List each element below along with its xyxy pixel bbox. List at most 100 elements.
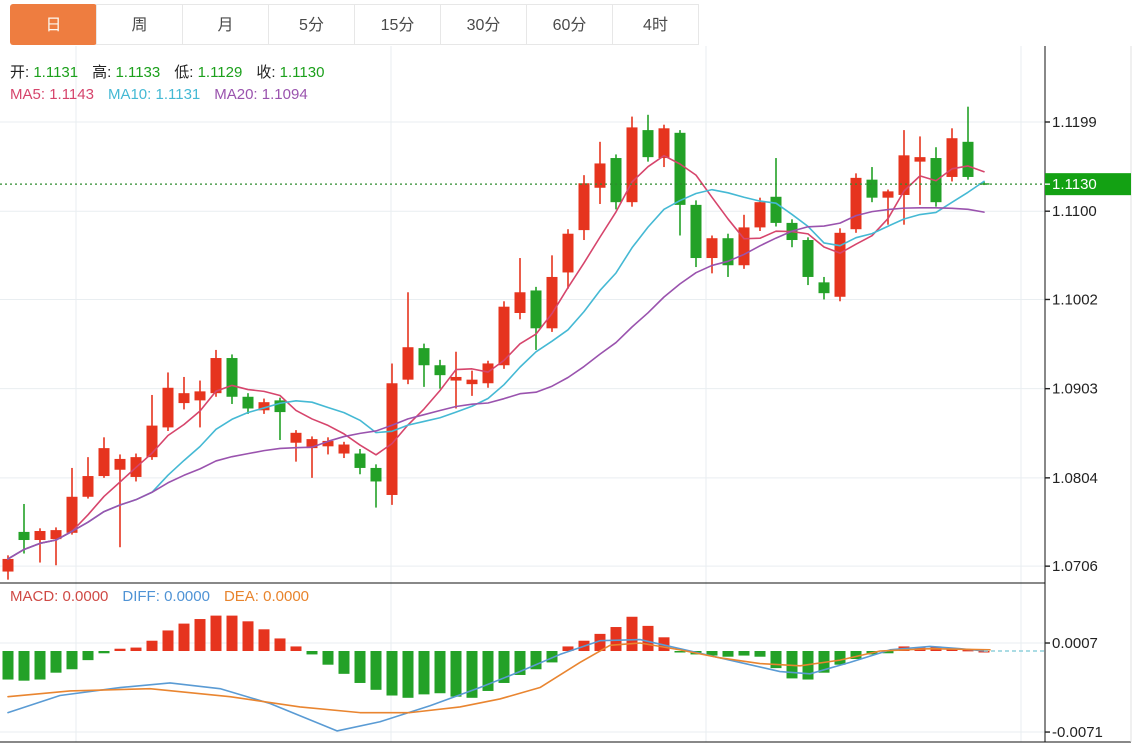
- macd-bar: [834, 651, 846, 665]
- legend-item: DIFF: 0.0000: [122, 588, 210, 605]
- candle-body: [546, 276, 558, 329]
- macd-bar: [50, 651, 62, 673]
- tab-period-6[interactable]: 60分: [526, 4, 613, 45]
- tab-period-3[interactable]: 5分: [268, 4, 355, 45]
- candle-body: [66, 496, 78, 533]
- candle-body: [450, 376, 462, 381]
- tab-period-0[interactable]: 日: [10, 4, 97, 45]
- legend-item: 收: 1.1130: [256, 64, 325, 81]
- legend-item: MACD: 0.0000: [10, 588, 109, 605]
- macd-bar: [738, 651, 750, 656]
- tab-period-5[interactable]: 30分: [440, 4, 527, 45]
- price-axis-label: 1.0706: [1052, 558, 1098, 575]
- macd-bar: [98, 651, 110, 654]
- legend-item: 低: 1.1129: [174, 64, 243, 81]
- candle-body: [834, 232, 846, 297]
- candle-body: [738, 227, 750, 266]
- candle-body: [386, 383, 398, 495]
- candle-body: [466, 379, 478, 385]
- tab-period-7[interactable]: 4时: [612, 4, 699, 45]
- candle-body: [754, 202, 766, 228]
- candle-body: [50, 530, 62, 540]
- candle-body: [274, 400, 286, 413]
- candle-body: [722, 238, 734, 266]
- macd-bar: [114, 648, 126, 651]
- legend-item: MA20: 1.1094: [214, 86, 308, 103]
- candle-body: [354, 453, 366, 468]
- macd-bar: [754, 651, 766, 657]
- macd-bar: [82, 651, 94, 661]
- candle-body: [802, 240, 814, 277]
- legend-item: MA10: 1.1131: [107, 86, 201, 103]
- legend-item: MA5: 1.1143: [10, 86, 94, 103]
- candle-body: [2, 558, 14, 572]
- macd-bar: [642, 625, 654, 651]
- tab-period-4[interactable]: 15分: [354, 4, 441, 45]
- macd-bar: [370, 651, 382, 690]
- price-axis-label: 1.1002: [1052, 291, 1098, 308]
- candle-body: [962, 141, 974, 177]
- macd-bar: [770, 651, 782, 669]
- macd-bar: [674, 651, 686, 653]
- candle-body: [690, 204, 702, 259]
- macd-bar: [546, 651, 558, 663]
- legend-item: 开: 1.1131: [10, 64, 79, 81]
- candle-body: [514, 292, 526, 313]
- candle-body: [562, 233, 574, 273]
- macd-bar: [498, 651, 510, 683]
- macd-bar: [386, 651, 398, 696]
- macd-bar: [338, 651, 350, 674]
- current-price-tag-label: 1.1130: [1052, 176, 1097, 193]
- candle-body: [482, 363, 494, 384]
- candle-body: [18, 531, 30, 541]
- macd-bar: [466, 651, 478, 698]
- candle-body: [322, 440, 334, 447]
- macd-bar: [882, 651, 894, 654]
- macd-axis-label: 0.0007: [1052, 635, 1098, 652]
- macd-bar: [34, 651, 46, 680]
- period-tabbar: 日周月 5分 15分 30分 60分 4时: [10, 4, 699, 45]
- candle-body: [610, 158, 622, 203]
- candle-body: [946, 138, 958, 177]
- macd-bar: [194, 619, 206, 651]
- ma10-line: [7, 180, 985, 560]
- macd-bar: [146, 640, 158, 651]
- candle-body: [210, 358, 222, 394]
- candle-body: [178, 393, 190, 404]
- macd-legend: MACD: 0.0000 DIFF: 0.0000 DEA: 0.0000: [10, 588, 323, 605]
- candle-body: [146, 425, 158, 458]
- ma5-line: [7, 154, 985, 560]
- candle-body: [498, 306, 510, 366]
- candle-body: [82, 476, 94, 497]
- macd-bar: [610, 627, 622, 651]
- candle-body: [770, 196, 782, 223]
- candle-body: [626, 127, 638, 203]
- candle-body: [114, 458, 126, 470]
- macd-bar: [18, 651, 30, 681]
- macd-bar: [66, 651, 78, 670]
- macd-bar: [290, 646, 302, 651]
- macd-bar: [242, 621, 254, 651]
- macd-bar: [562, 646, 574, 651]
- macd-bar: [274, 638, 286, 651]
- candle-body: [34, 531, 46, 541]
- macd-bar: [402, 651, 414, 698]
- macd-bar: [226, 615, 238, 651]
- macd-bar: [434, 651, 446, 694]
- ma20-line: [7, 207, 985, 560]
- price-axis-label: 1.1100: [1052, 203, 1097, 220]
- candle-body: [226, 358, 238, 397]
- candle-body: [658, 128, 670, 159]
- candle-body: [850, 177, 862, 230]
- ohlc-legend: 开: 1.1131 高: 1.1133 低: 1.1129 收: 1.1130: [10, 61, 338, 82]
- candle-body: [530, 290, 542, 329]
- macd-bar: [210, 615, 222, 651]
- tab-period-1[interactable]: 周: [96, 4, 183, 45]
- current-price-tag: [1045, 173, 1131, 196]
- tab-period-2[interactable]: 月: [182, 4, 269, 45]
- candle-body: [194, 391, 206, 401]
- candle-body: [242, 396, 254, 409]
- candle-body: [290, 432, 302, 443]
